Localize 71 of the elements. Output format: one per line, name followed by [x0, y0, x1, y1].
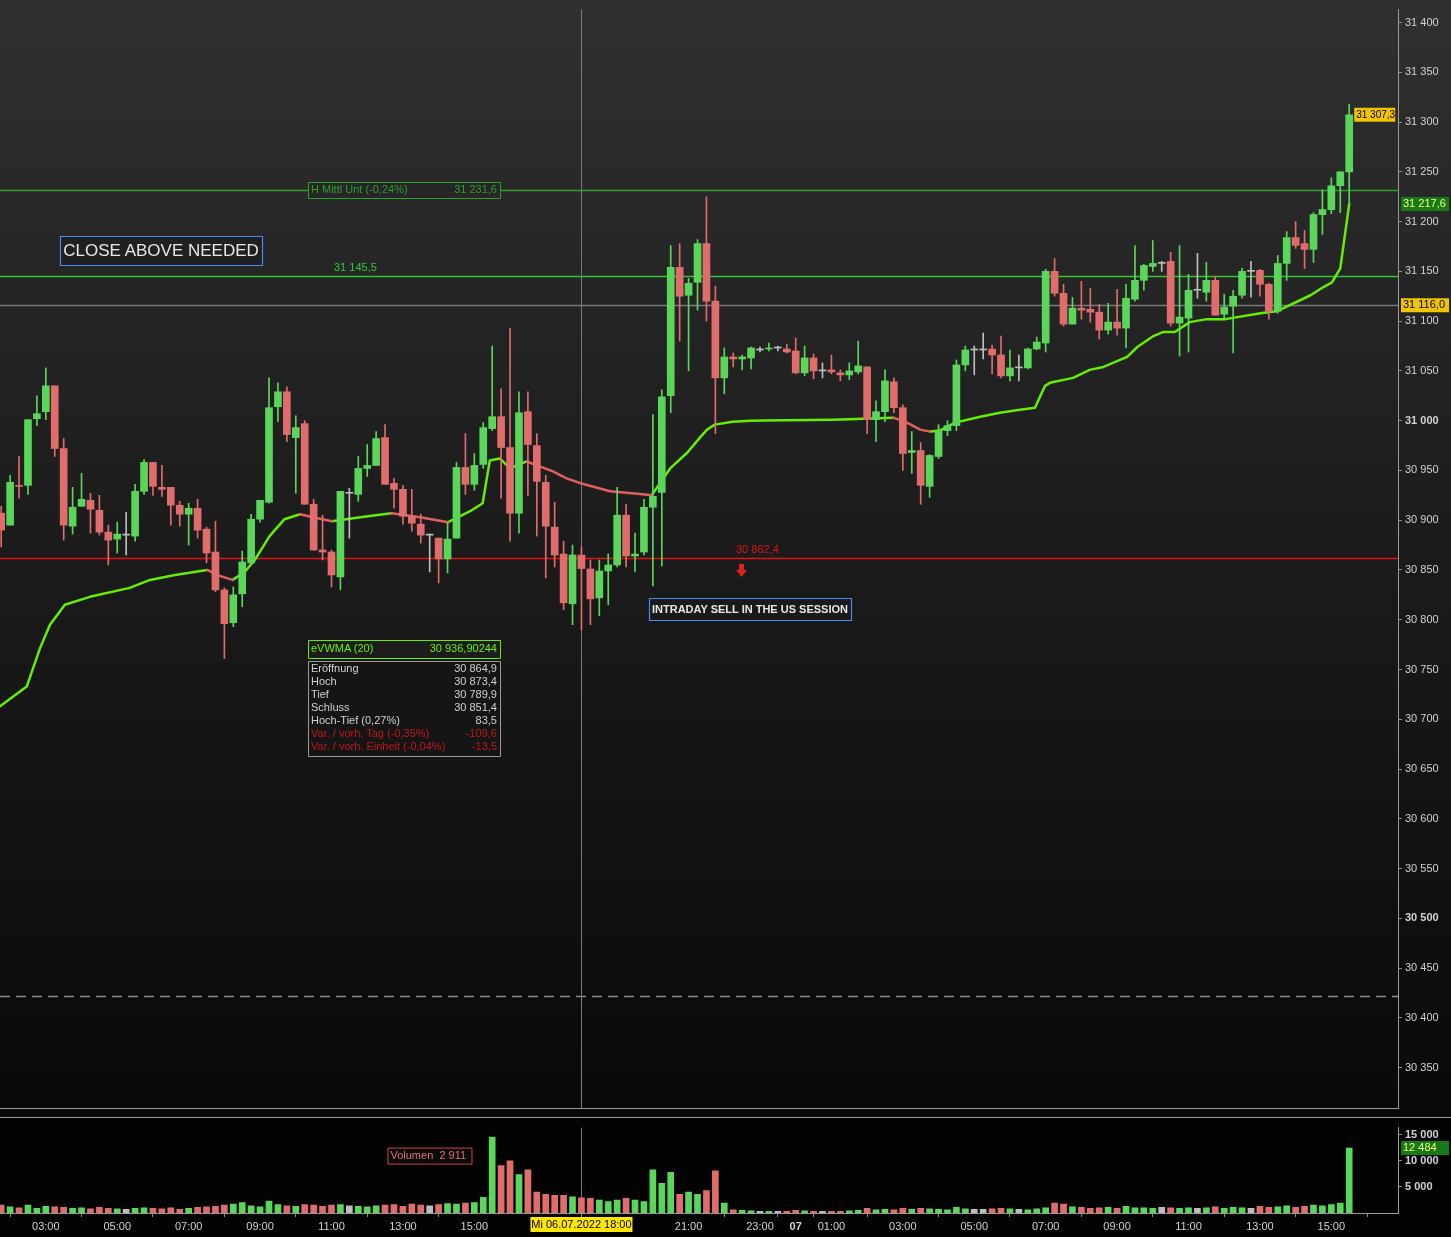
x-tick-label: 05:00 [960, 1219, 989, 1232]
x-tick-label: 09:00 [1103, 1219, 1131, 1232]
annotation: 30 851,4 [454, 701, 497, 714]
text: eVWMA (20) [311, 642, 374, 655]
annotation: Hoch [311, 675, 337, 688]
ref-line-label: H Mittl Unt (-0,24%) [311, 183, 408, 196]
annotation: Volumen 2 911 [390, 1148, 467, 1161]
y-tick-label: 30 800 [1405, 612, 1439, 625]
x-tick-label: 03:00 [889, 1219, 917, 1232]
ref-line-label: Mi 06.07.2022 18:00 [531, 1217, 632, 1230]
annotation: 30 873,4 [454, 675, 497, 688]
x-tick-label: 11:00 [318, 1219, 345, 1232]
ref-line-label: 31 116,0 [1403, 298, 1446, 311]
y-tick-label: 15 000 [1405, 1127, 1439, 1140]
y-tick-label: 5 000 [1405, 1179, 1433, 1192]
y-tick-label: 31 400 [1405, 15, 1439, 28]
x-tick-label: 15:00 [460, 1219, 489, 1232]
annotation: 83,5 [475, 714, 497, 727]
annotation: Var. / vorh. Tag (-0,35%) [311, 727, 430, 740]
y-tick-label: 30 350 [1405, 1060, 1439, 1073]
y-tick-label: 30 650 [1405, 762, 1439, 775]
text: 12 484 [1403, 1141, 1437, 1154]
y-tick-label: 30 400 [1405, 1010, 1439, 1023]
y-tick-label: 31 150 [1405, 264, 1439, 277]
y-tick-label: 30 750 [1405, 662, 1439, 675]
y-tick-label: 31 350 [1405, 65, 1439, 78]
y-tick-label: 31 200 [1405, 214, 1439, 227]
x-tick-label: 07 [789, 1219, 802, 1232]
y-tick-label: 30 900 [1405, 513, 1439, 526]
annotation: Hoch-Tief (0,27%) [311, 714, 400, 727]
y-tick-label: 10 000 [1405, 1153, 1439, 1166]
annotation: -13,5 [471, 740, 497, 753]
annotation: INTRADAY SELL IN THE US SESSION [651, 602, 849, 615]
x-tick-label: 13:00 [1246, 1219, 1274, 1232]
x-tick-label: 09:00 [246, 1219, 274, 1232]
y-tick-label: 31 300 [1405, 115, 1439, 128]
x-tick-label: 07:00 [1031, 1219, 1060, 1232]
annotation: 31 307,3 [1356, 108, 1396, 120]
x-tick-label: 21:00 [674, 1219, 703, 1232]
ref-line-label: 31 145,5 [334, 260, 377, 273]
x-tick-label: 03:00 [32, 1219, 60, 1232]
annotation: -109,6 [465, 727, 497, 740]
x-tick-label: 11:00 [1175, 1219, 1202, 1232]
annotation: 30 864,9 [454, 662, 497, 675]
y-tick-label: 31 250 [1405, 164, 1439, 177]
y-tick-label: 30 500 [1405, 911, 1439, 924]
y-tick-label: 30 450 [1405, 961, 1439, 974]
annotation: 30 936,90244 [429, 642, 497, 655]
annotation: Var. / vorh. Einheit (-0,04%) [311, 740, 446, 753]
y-tick-label: 30 950 [1405, 463, 1439, 476]
y-tick-label: 30 700 [1405, 712, 1439, 725]
y-tick-label: 31 000 [1405, 413, 1439, 426]
annotation: 31 231,6 [454, 183, 497, 196]
x-tick-label: 07:00 [174, 1219, 203, 1232]
x-tick-label: 15:00 [1317, 1219, 1346, 1232]
annotation: Schluss [311, 701, 351, 714]
x-tick-label: 01:00 [817, 1219, 846, 1232]
x-tick-label: 05:00 [103, 1219, 132, 1232]
annotation: CLOSE ABOVE NEEDED [63, 240, 259, 260]
y-tick-label: 30 550 [1405, 861, 1439, 874]
annotation: 30 789,9 [454, 688, 497, 701]
y-tick-label: 31 100 [1405, 314, 1439, 327]
annotation: Eröffnung [311, 662, 359, 675]
text: 31 217,6 [1403, 197, 1446, 210]
y-tick-label: 30 850 [1405, 562, 1439, 575]
y-tick-label: 31 050 [1405, 363, 1439, 376]
ref-line-label: 30 862,4 [736, 542, 779, 555]
y-tick-label: 30 600 [1405, 811, 1439, 824]
annotation: Tief [311, 688, 330, 701]
x-tick-label: 13:00 [389, 1219, 417, 1232]
x-tick-label: 23:00 [746, 1219, 774, 1232]
